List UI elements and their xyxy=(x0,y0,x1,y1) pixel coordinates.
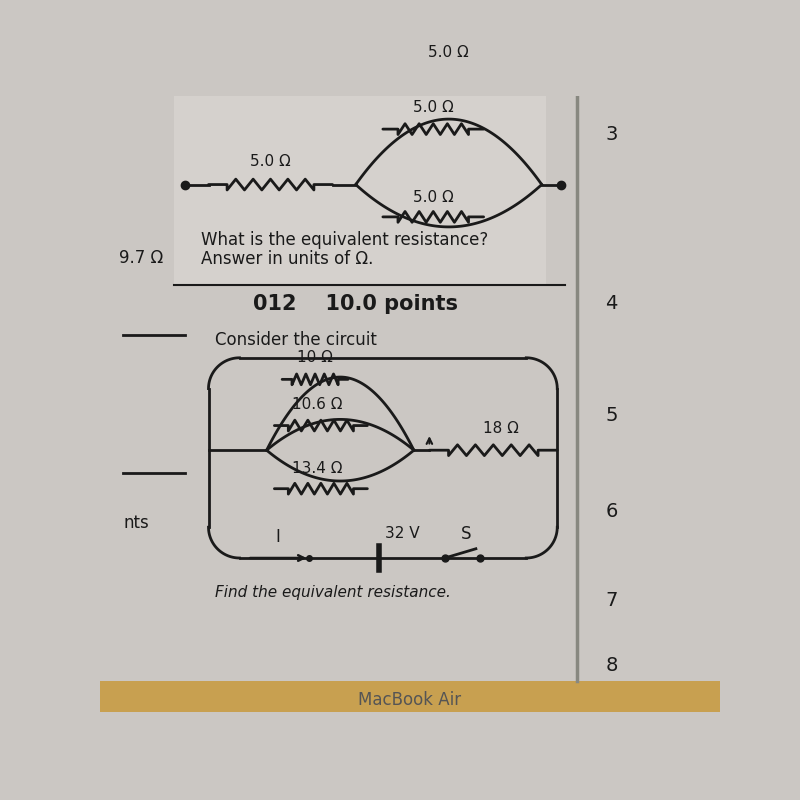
Text: What is the equivalent resistance?: What is the equivalent resistance? xyxy=(201,230,488,249)
Text: 13.4 Ω: 13.4 Ω xyxy=(292,461,342,476)
Text: Consider the circuit: Consider the circuit xyxy=(214,331,377,349)
Text: I: I xyxy=(276,529,281,546)
Text: 10 Ω: 10 Ω xyxy=(297,350,333,366)
Text: 3: 3 xyxy=(606,125,618,144)
Text: 4: 4 xyxy=(606,294,618,314)
Text: 5.0 Ω: 5.0 Ω xyxy=(413,190,454,205)
Text: 5.0 Ω: 5.0 Ω xyxy=(250,154,291,169)
Text: S: S xyxy=(461,525,471,542)
Text: Find the equivalent resistance.: Find the equivalent resistance. xyxy=(214,585,450,600)
Text: 8: 8 xyxy=(606,656,618,675)
Text: 9.7 Ω: 9.7 Ω xyxy=(119,249,164,266)
Text: 32 V: 32 V xyxy=(386,526,420,541)
Text: 10.6 Ω: 10.6 Ω xyxy=(292,398,342,413)
Text: 5.0 Ω: 5.0 Ω xyxy=(413,100,454,115)
Text: nts: nts xyxy=(123,514,149,532)
Text: Answer in units of Ω.: Answer in units of Ω. xyxy=(201,250,373,268)
Text: 7: 7 xyxy=(606,591,618,610)
Text: 5.0 Ω: 5.0 Ω xyxy=(428,45,469,60)
Text: 6: 6 xyxy=(606,502,618,522)
Text: MacBook Air: MacBook Air xyxy=(358,691,462,710)
Bar xyxy=(174,96,546,285)
Text: 18 Ω: 18 Ω xyxy=(483,422,519,436)
Bar xyxy=(100,682,720,712)
Text: 012    10.0 points: 012 10.0 points xyxy=(254,294,458,314)
Text: 5: 5 xyxy=(606,406,618,425)
